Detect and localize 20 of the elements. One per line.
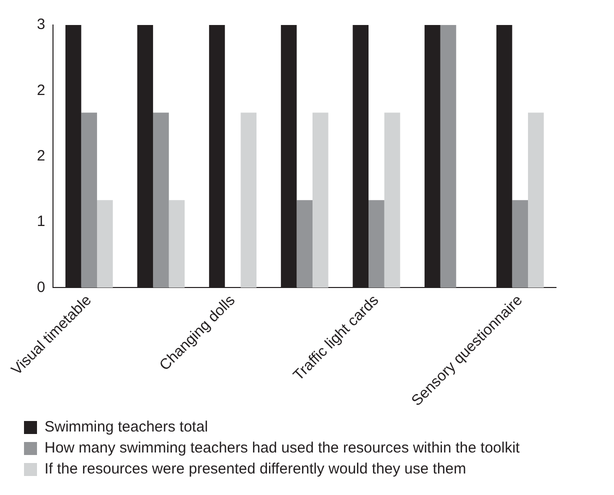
bar [512,200,528,288]
bar [312,112,328,288]
bar [368,200,384,288]
bar [528,112,544,288]
bar [384,112,400,288]
y-tick-label: 0 [36,278,46,296]
legend-label: Swimming teachers total [44,418,208,436]
y-tick-label: 1 [36,213,46,230]
bar [97,200,113,288]
bar [240,112,256,288]
y-tick-label: 2 [36,82,46,99]
y-tick-label: 2 [36,148,46,165]
legend-label: If the resources were presented differently would they use them [44,460,466,478]
bar [296,200,313,288]
y-tick-label: 3 [36,16,46,34]
bar [440,25,456,288]
bar [153,112,169,288]
bar [168,200,185,288]
bar [81,112,98,288]
legend-label: How many swimming teachers had used the resources within the toolkit [44,440,521,457]
